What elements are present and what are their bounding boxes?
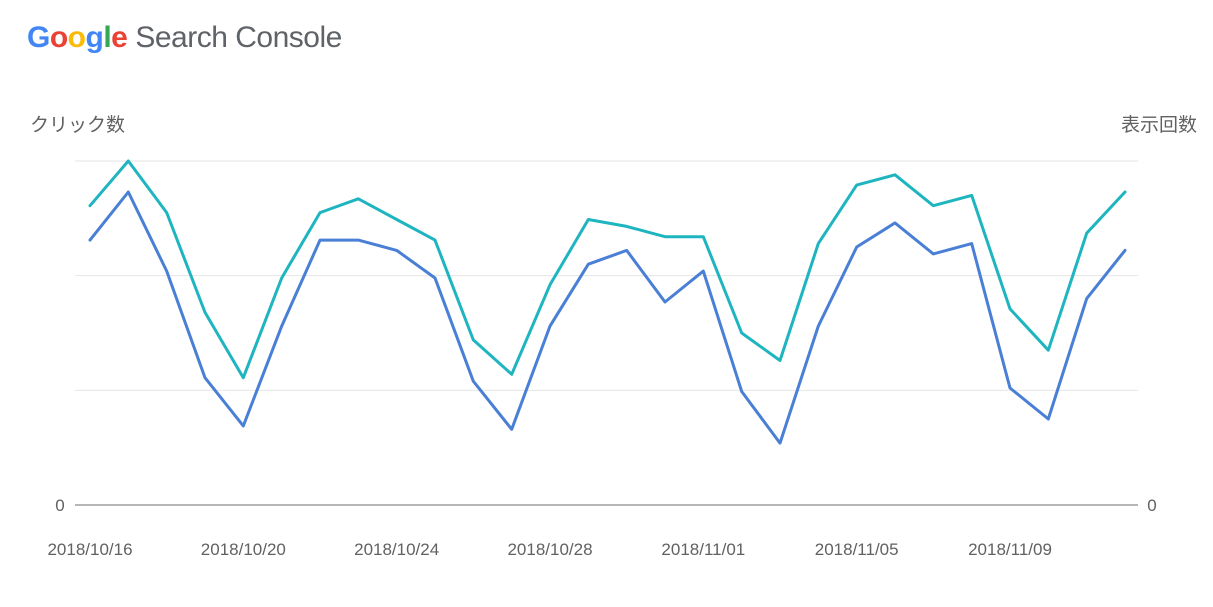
series-line — [88, 190, 1127, 445]
google-letter: G — [27, 21, 50, 54]
right-axis-title: 表示回数 — [1120, 114, 1197, 136]
x-tick-label: 2018/10/16 — [47, 540, 132, 559]
left-axis-title: クリック数 — [30, 114, 126, 136]
x-tick-label: 2018/11/09 — [968, 540, 1052, 559]
google-letter: g — [85, 21, 104, 54]
google-letter: e — [111, 21, 128, 54]
google-letter: l — [103, 21, 112, 54]
series-line — [88, 159, 1127, 380]
x-tick-label: 2018/11/05 — [815, 540, 899, 559]
product-name: Search Console — [135, 21, 342, 54]
chart-grid — [75, 160, 1138, 506]
search-console-logo: Google Search Console — [27, 18, 342, 58]
x-tick-label: 2018/11/01 — [661, 540, 745, 559]
right-y-tick-label: 0 — [1147, 496, 1156, 515]
chart-tick-labels: 2018/10/16 2018/10/20 2018/10/24 2018/10/28… — [47, 496, 1156, 559]
x-tick-label: 2018/10/20 — [201, 540, 286, 559]
x-tick-label: 2018/10/28 — [507, 540, 592, 559]
x-tick-label: 2018/10/24 — [354, 540, 439, 559]
chart-series — [88, 159, 1127, 445]
left-y-tick-label: 0 — [55, 496, 64, 515]
google-letter: o — [67, 21, 86, 54]
google-letter: o — [49, 21, 68, 54]
google-wordmark: Google — [27, 21, 128, 54]
